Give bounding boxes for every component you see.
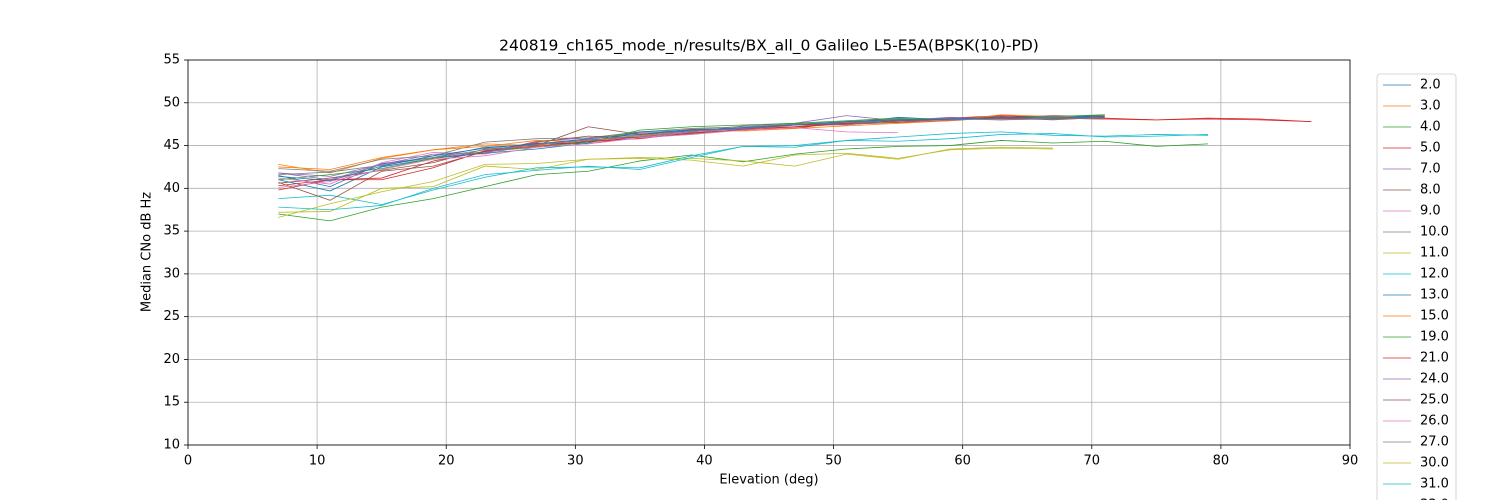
series-line (278, 133, 1208, 205)
legend-label: 10.0 (1420, 225, 1449, 240)
y-tick-label: 55 (163, 53, 180, 68)
x-tick-label: 70 (1084, 454, 1101, 469)
x-tick-label: 80 (1213, 454, 1230, 469)
series-line (278, 115, 1105, 172)
x-tick-label: 60 (954, 454, 971, 469)
legend-label: 13.0 (1420, 288, 1449, 303)
y-tick-label: 15 (163, 395, 180, 410)
x-tick-label: 10 (309, 454, 326, 469)
legend-label: 11.0 (1420, 246, 1449, 261)
legend-label: 15.0 (1420, 309, 1449, 324)
legend-label: 26.0 (1420, 414, 1449, 429)
legend-label: 2.0 (1420, 78, 1441, 93)
y-tick-label: 10 (163, 438, 180, 453)
series-line (278, 116, 1312, 191)
plot-frame (187, 59, 1351, 446)
series-line (278, 140, 1208, 222)
legend-label: 24.0 (1420, 372, 1449, 387)
series-line (278, 115, 1312, 187)
series-line (278, 147, 1054, 218)
legend-label: 7.0 (1420, 162, 1441, 177)
legend-label: 30.0 (1420, 456, 1449, 471)
series-line (278, 114, 1105, 192)
series-line (278, 131, 1208, 211)
series-line (278, 114, 1105, 181)
legend-label: 33.0 (1420, 498, 1449, 500)
x-tick-label: 40 (696, 454, 713, 469)
y-tick-label: 25 (163, 309, 180, 324)
series-line (278, 127, 899, 188)
legend-label: 3.0 (1420, 99, 1441, 114)
x-tick-label: 0 (184, 454, 192, 469)
legend-label: 25.0 (1420, 393, 1449, 408)
y-tick-label: 30 (163, 266, 180, 281)
series-line (278, 116, 1105, 185)
legend-box (1376, 73, 1457, 500)
x-tick-label: 90 (1342, 454, 1359, 469)
x-tick-label: 50 (825, 454, 842, 469)
y-tick-label: 50 (163, 95, 180, 110)
series-line (278, 115, 1105, 184)
y-axis-label: Median CNo dB Hz (140, 192, 155, 312)
x-tick-label: 20 (438, 454, 455, 469)
legend-label: 21.0 (1420, 351, 1449, 366)
legend-label: 19.0 (1420, 330, 1449, 345)
chart-title: 240819_ch165_mode_n/results/BX_all_0 Gal… (499, 37, 1039, 56)
y-tick-label: 20 (163, 352, 180, 367)
legend-label: 5.0 (1420, 141, 1441, 156)
legend-label: 31.0 (1420, 477, 1449, 492)
x-axis-label: Elevation (deg) (719, 473, 818, 488)
legend-label: 12.0 (1420, 267, 1449, 282)
legend-label: 9.0 (1420, 204, 1441, 219)
legend-label: 4.0 (1420, 120, 1441, 135)
series-line (278, 146, 1054, 213)
series-line (278, 116, 1105, 182)
y-tick-label: 40 (163, 181, 180, 196)
y-tick-label: 35 (163, 224, 180, 239)
x-tick-label: 30 (567, 454, 584, 469)
legend-label: 27.0 (1420, 435, 1449, 450)
y-tick-label: 45 (163, 138, 180, 153)
legend-label: 8.0 (1420, 183, 1441, 198)
